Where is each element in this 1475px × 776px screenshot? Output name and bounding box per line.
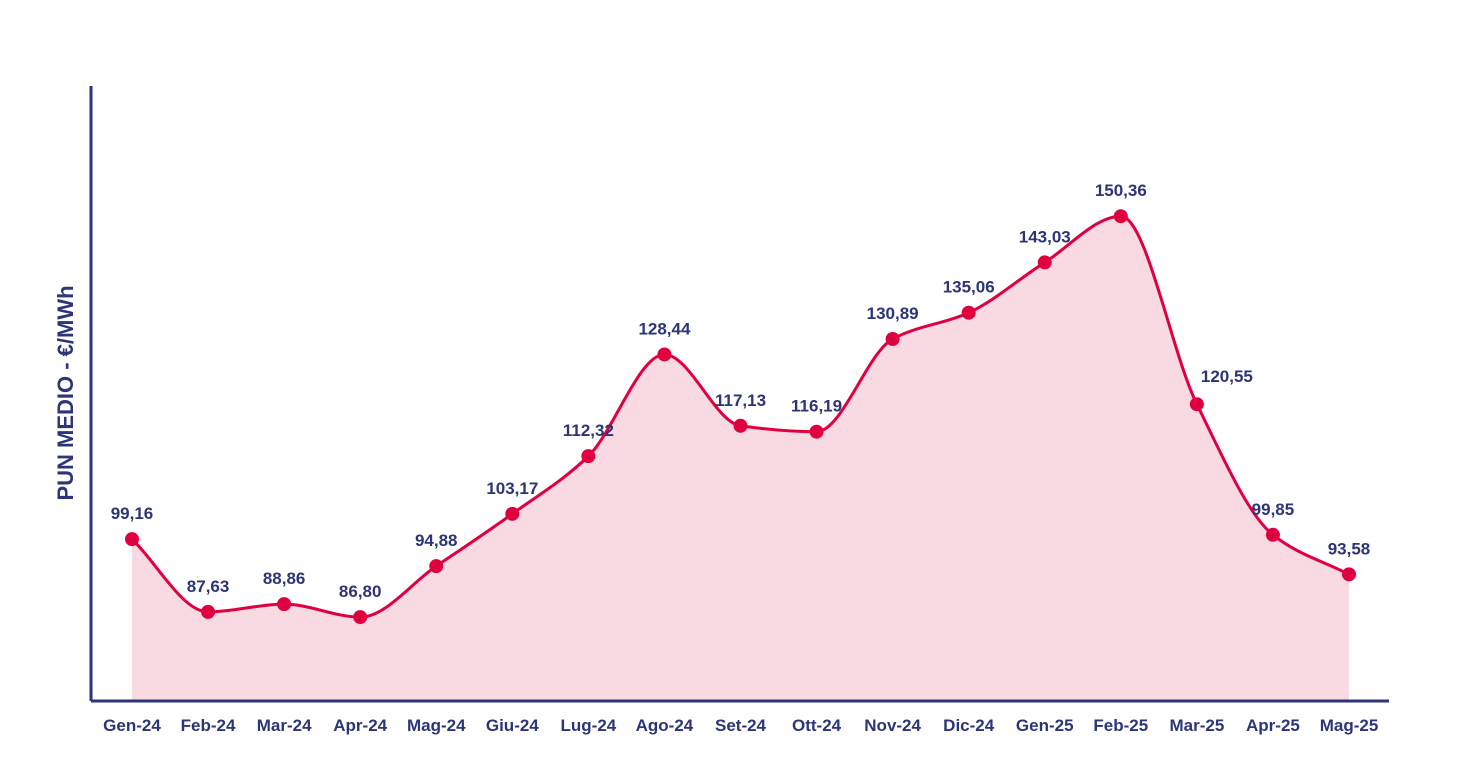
x-tick-label: Mar-24 (257, 716, 312, 735)
data-label: 94,88 (415, 531, 458, 550)
data-label: 88,86 (263, 569, 306, 588)
data-label: 99,16 (111, 504, 154, 523)
x-tick-label: Apr-25 (1246, 716, 1300, 735)
data-label: 112,32 (563, 421, 614, 440)
data-point[interactable] (1037, 255, 1052, 270)
y-axis-label: PUN MEDIO - €/MWh (53, 285, 78, 500)
data-point[interactable] (505, 506, 520, 521)
x-tick-label: Ott-24 (792, 716, 842, 735)
x-tick-label: Feb-25 (1093, 716, 1148, 735)
data-point[interactable] (1265, 527, 1280, 542)
x-tick-label: Giu-24 (486, 716, 539, 735)
data-point[interactable] (885, 332, 900, 347)
data-label: 117,13 (715, 391, 766, 410)
data-point[interactable] (657, 347, 672, 362)
data-label: 150,36 (1095, 181, 1147, 200)
x-tick-label: Mar-25 (1169, 716, 1224, 735)
x-tick-label: Lug-24 (561, 716, 617, 735)
data-label: 116,19 (791, 397, 842, 416)
area-fill-layer (132, 216, 1349, 701)
data-label: 135,06 (943, 278, 995, 297)
data-label: 99,85 (1252, 500, 1295, 519)
x-tick-label: Nov-24 (864, 716, 921, 735)
x-tick-label: Gen-25 (1016, 716, 1074, 735)
data-label-layer: 99,16 87,63 88,86 86,80 94,88 103,17 112,32 128… (111, 181, 1371, 601)
x-tick-label: Apr-24 (333, 716, 387, 735)
data-point[interactable] (429, 559, 444, 574)
data-label: 87,63 (187, 577, 230, 596)
marker-layer (125, 209, 1356, 625)
data-point[interactable] (809, 424, 824, 439)
x-tick-label: Mag-24 (407, 716, 466, 735)
data-point[interactable] (1113, 209, 1128, 224)
x-tick-label: Gen-24 (103, 716, 161, 735)
data-label: 86,80 (339, 582, 382, 601)
data-point[interactable] (201, 604, 216, 619)
data-label: 93,58 (1328, 539, 1371, 558)
data-point[interactable] (961, 305, 976, 320)
x-tick-label: Ago-24 (636, 716, 694, 735)
data-label: 143,03 (1019, 227, 1071, 246)
data-point[interactable] (125, 532, 139, 547)
x-tick-label: Dic-24 (943, 716, 995, 735)
data-point[interactable] (1342, 567, 1356, 582)
data-point[interactable] (277, 597, 292, 612)
data-label: 103,17 (486, 479, 538, 498)
data-point[interactable] (353, 610, 368, 625)
data-label: 120,55 (1201, 367, 1253, 386)
x-tick-label: Feb-24 (181, 716, 236, 735)
data-point[interactable] (733, 418, 748, 433)
data-point[interactable] (1189, 397, 1204, 412)
series-area (132, 216, 1349, 701)
data-label: 128,44 (638, 319, 691, 338)
data-point[interactable] (581, 449, 596, 464)
x-tick-label: Set-24 (715, 716, 767, 735)
x-tick-label: Mag-25 (1320, 716, 1379, 735)
x-tick-label-layer: Gen-24 Feb-24 Mar-24 Apr-24 Mag-24 Giu-24 Lug-… (103, 716, 1378, 735)
data-label: 130,89 (867, 304, 919, 323)
